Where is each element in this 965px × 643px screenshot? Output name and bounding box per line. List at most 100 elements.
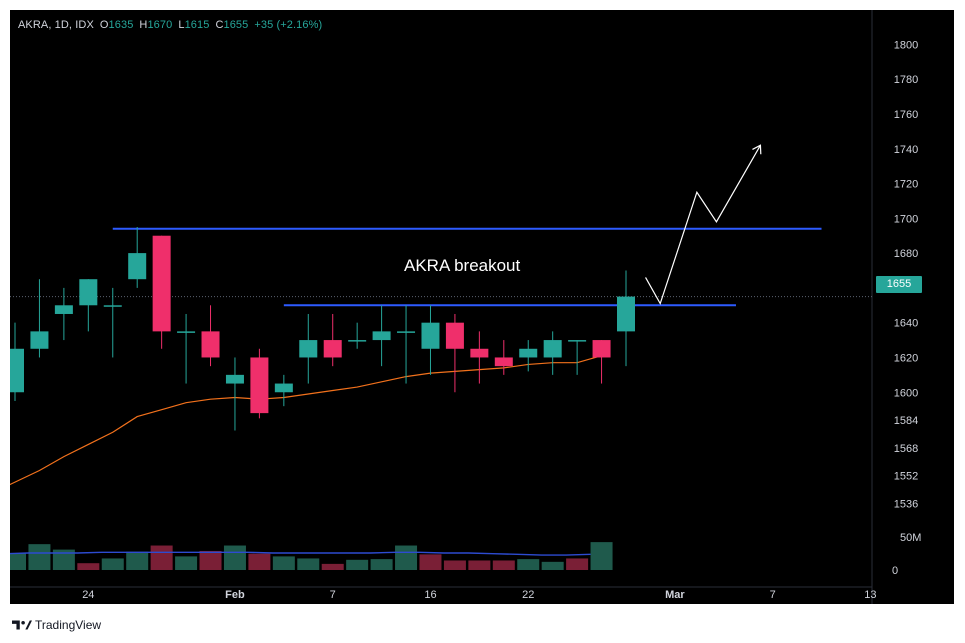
- projection-arrowhead: [752, 144, 762, 155]
- price-tick-label: 1700: [894, 213, 918, 225]
- chart-canvas[interactable]: 1800178017601740172017001680166016401620…: [10, 10, 954, 604]
- time-axis: 24 Feb 7 16 22 Mar 7 13: [82, 589, 876, 601]
- close-label: C: [215, 19, 224, 31]
- volume-bar: [443, 560, 466, 570]
- open-label: O: [99, 19, 109, 31]
- current-price-badge: 1655: [876, 276, 922, 293]
- volume-axis-label: 50M: [900, 532, 921, 544]
- volume-zero-label: 0: [892, 565, 898, 577]
- time-tick-label: Feb: [225, 589, 245, 601]
- price-tick-label: 1800: [894, 39, 918, 51]
- candles: [10, 227, 635, 431]
- price-tick-label: 1760: [894, 109, 918, 121]
- volume-bar: [370, 559, 393, 570]
- volume-bar: [541, 561, 564, 570]
- time-tick-label: Mar: [665, 589, 685, 601]
- price-tick-label: 1600: [894, 387, 918, 399]
- price-tick-label: 1584: [894, 415, 918, 427]
- candle-body: [543, 340, 562, 358]
- candle-body: [323, 340, 342, 358]
- time-tick-label: 7: [770, 589, 776, 601]
- volume-bar: [126, 551, 149, 570]
- change-value: +35 (+2.16%): [254, 19, 323, 31]
- volume-bar: [590, 542, 613, 570]
- candle-body: [421, 322, 440, 349]
- candle-body: [103, 305, 122, 307]
- candle-body: [152, 235, 171, 332]
- volume-bar: [101, 558, 124, 570]
- breakout-annotation: AKRA breakout: [404, 256, 521, 275]
- price-tick-label: 1536: [894, 499, 918, 511]
- volume-bar: [52, 549, 75, 570]
- chart-frame[interactable]: 1800178017601740172017001680166016401620…: [10, 10, 954, 604]
- volume-panel: 50M 0: [10, 532, 921, 577]
- volume-bar: [517, 559, 540, 570]
- price-tick-label: 1780: [894, 74, 918, 86]
- candle-body: [30, 331, 49, 349]
- volume-bar: [272, 556, 295, 570]
- time-tick-label: 16: [424, 589, 436, 601]
- volume-bar: [468, 560, 491, 570]
- price-tick-label: 1640: [894, 318, 918, 330]
- candle-body: [397, 331, 416, 333]
- close-value: 1655: [223, 19, 249, 31]
- candle-body: [519, 348, 538, 358]
- high-label: H: [139, 19, 148, 31]
- price-tick-label: 1552: [894, 471, 918, 483]
- brand-label: TradingView: [35, 618, 102, 632]
- price-tick-label: 1740: [894, 144, 918, 156]
- price-tick-label: 1720: [894, 179, 918, 191]
- price-tick-label: 1620: [894, 352, 918, 364]
- volume-bar: [77, 563, 100, 570]
- volume-bar: [223, 545, 246, 570]
- symbol-legend: AKRA, 1D, IDX O1635 H1670 L1615 C1655 +35 (+2…: [18, 19, 322, 31]
- time-tick-label: 24: [82, 589, 94, 601]
- candle-body: [470, 348, 489, 358]
- volume-bar: [28, 544, 51, 570]
- candle-body: [177, 331, 196, 333]
- candle-body: [494, 357, 513, 367]
- candle-body: [568, 340, 587, 342]
- time-tick-label: 13: [864, 589, 876, 601]
- candle-body: [201, 331, 220, 358]
- tradingview-footer[interactable]: TradingView: [12, 618, 101, 632]
- candle-body: [54, 305, 73, 314]
- moving-average-line: [10, 355, 602, 486]
- candle-body: [225, 374, 244, 384]
- open-value: 1635: [108, 19, 134, 31]
- time-tick-label: 7: [330, 589, 336, 601]
- tradingview-logo-icon: [12, 620, 32, 630]
- candle-body: [250, 357, 269, 414]
- candle-body: [274, 383, 293, 393]
- volume-bar: [175, 556, 198, 570]
- volume-bar: [419, 554, 442, 570]
- candle-body: [299, 340, 318, 358]
- low-value: 1615: [184, 19, 210, 31]
- candle-body: [128, 253, 147, 280]
- candle-body: [10, 348, 24, 393]
- volume-bar: [248, 553, 271, 570]
- candle-body: [372, 331, 391, 341]
- candle-body: [348, 340, 367, 342]
- volume-bar: [492, 560, 515, 570]
- volume-bar: [566, 558, 589, 570]
- volume-bar: [395, 545, 418, 570]
- volume-bar: [150, 545, 173, 570]
- symbol-title[interactable]: AKRA, 1D, IDX: [18, 19, 94, 31]
- time-tick-label: 22: [522, 589, 534, 601]
- volume-bar: [10, 553, 26, 570]
- candle-body: [445, 322, 464, 349]
- price-axis: 1800178017601740172017001680166016401620…: [894, 39, 918, 510]
- volume-bar: [346, 559, 369, 570]
- candle-body: [592, 340, 611, 358]
- low-label: L: [178, 19, 185, 31]
- price-tick-label: 1680: [894, 248, 918, 260]
- candle-body: [79, 279, 98, 306]
- volume-ma-line: [10, 551, 591, 556]
- high-value: 1670: [147, 19, 173, 31]
- projection-path: [645, 144, 761, 306]
- candle-body: [617, 296, 635, 332]
- volume-bar: [321, 563, 344, 570]
- volume-bar: [297, 558, 320, 570]
- price-tick-label: 1568: [894, 443, 918, 455]
